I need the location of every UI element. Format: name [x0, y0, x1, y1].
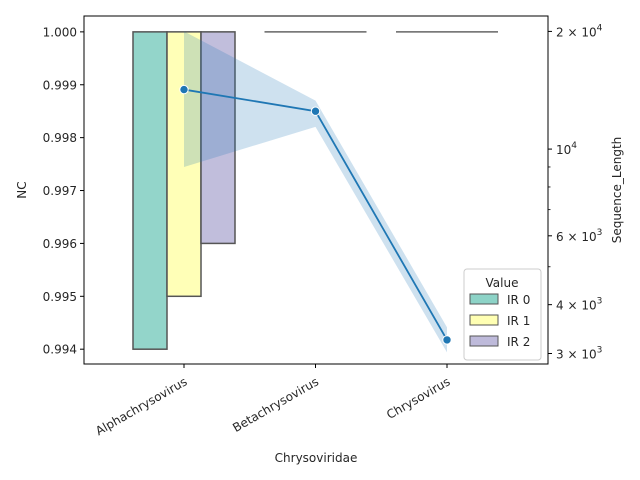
- left-tick-label-4: 0.998: [43, 131, 77, 145]
- legend-swatch-1: [469, 314, 499, 326]
- sequence-length-line-layer: [179, 84, 452, 345]
- bar-ir-1-0: [166, 31, 202, 298]
- legend-entry-2: IR 2: [507, 335, 530, 349]
- left-tick-label-6: 1.000: [43, 25, 77, 39]
- x-tick-label-1: Betachrysovirus: [230, 374, 321, 434]
- left-tick-label-5: 0.999: [43, 78, 77, 92]
- legend-entry-1: IR 1: [507, 314, 530, 328]
- y-axis-label-left: NC: [15, 181, 29, 198]
- axes-layer: 0.994 0.995 0.996 0.997 0.998 0.999 1.000 Alpha…: [15, 15, 624, 465]
- left-tick-label-1: 0.995: [43, 290, 77, 304]
- legend-swatch-0: [469, 293, 499, 305]
- x-tick-label-0: Alphachrysovirus: [93, 374, 189, 438]
- right-tick-label-0: 3 × 103: [556, 345, 602, 361]
- confidence-band-layer: [184, 31, 447, 353]
- sequence-length-point-0: [179, 84, 189, 95]
- x-axis-label: Chrysoviridae: [275, 451, 358, 465]
- sequence-length-confidence-band: [184, 31, 447, 353]
- right-tick-label-2: 6 × 103: [556, 228, 602, 244]
- left-tick-label-0: 0.994: [43, 343, 77, 357]
- x-tick-label-2: Chrysovirus: [384, 374, 452, 422]
- legend-swatch-2: [469, 335, 499, 347]
- bars-layer: [132, 31, 498, 350]
- sequence-length-point-2: [442, 335, 452, 345]
- y-axis-label-right: Sequence_Length: [610, 137, 624, 244]
- legend-entries: IR 0 IR 1 IR 2: [469, 293, 530, 349]
- left-tick-label-3: 0.997: [43, 184, 77, 198]
- legend: Value IR 0 IR 1 IR 2: [463, 268, 542, 361]
- legend-entry-0: IR 0: [507, 293, 530, 307]
- sequence-length-point-1: [310, 106, 321, 116]
- left-tick-label-2: 0.996: [43, 237, 77, 251]
- legend-title: Value: [486, 276, 519, 290]
- right-tick-label-1: 4 × 103: [556, 297, 602, 313]
- right-tick-label-3: 104: [556, 141, 577, 157]
- bar-ir-0-0: [132, 31, 168, 350]
- bar-ir-2-0: [200, 31, 236, 245]
- right-tick-label-4: 2 × 104: [556, 23, 603, 39]
